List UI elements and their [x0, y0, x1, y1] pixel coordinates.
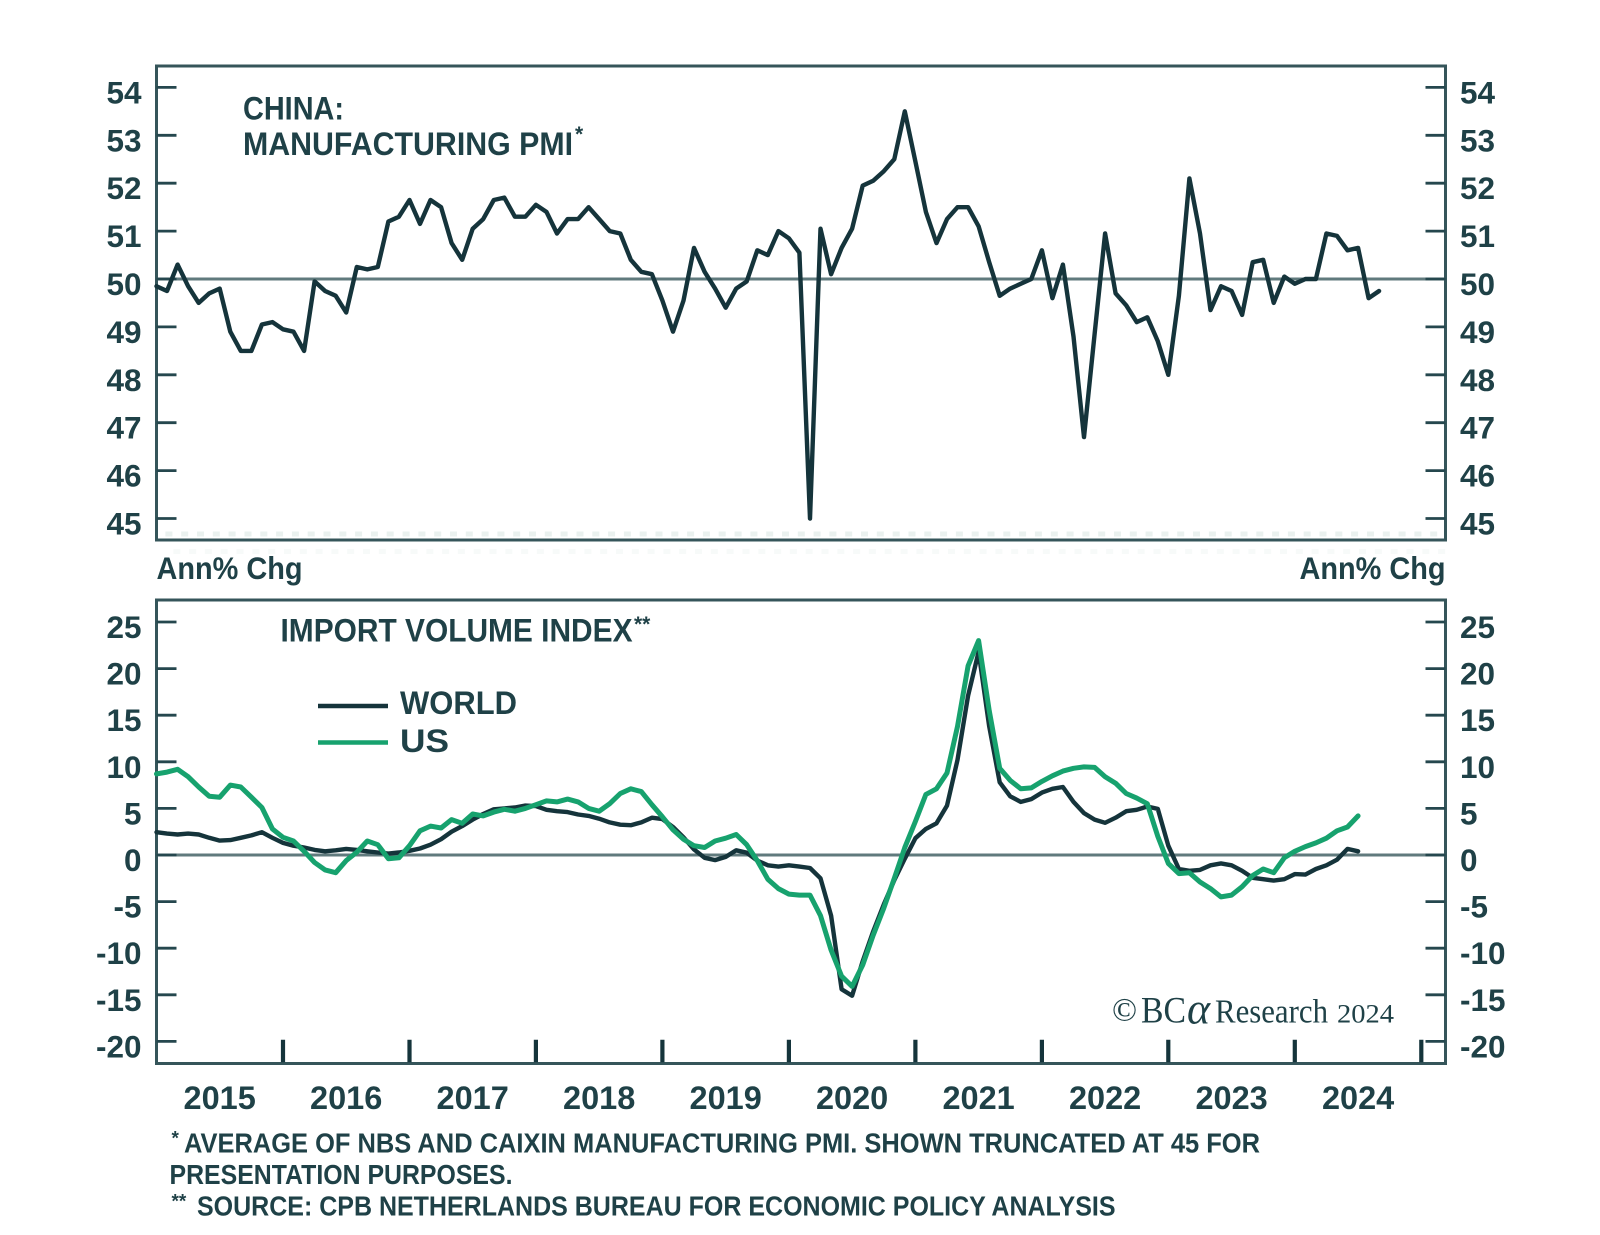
svg-text:48: 48 — [1460, 362, 1495, 398]
svg-text:51: 51 — [106, 218, 141, 254]
svg-text:10: 10 — [106, 749, 141, 785]
svg-text:0: 0 — [1460, 842, 1478, 878]
svg-text:50: 50 — [106, 266, 141, 302]
svg-text:2018: 2018 — [563, 1080, 635, 1116]
svg-text:WORLD: WORLD — [400, 685, 517, 721]
svg-text:MANUFACTURING PMI: MANUFACTURING PMI — [243, 126, 573, 162]
svg-text:2015: 2015 — [184, 1080, 256, 1116]
svg-text:2019: 2019 — [690, 1080, 762, 1116]
svg-text:52: 52 — [1460, 170, 1495, 206]
svg-text:BC: BC — [1141, 991, 1186, 1032]
svg-text:*: * — [575, 123, 584, 146]
svg-text:2024: 2024 — [1322, 1080, 1394, 1116]
svg-text:49: 49 — [1460, 314, 1495, 350]
svg-text:©: © — [1112, 993, 1137, 1029]
svg-text:SOURCE: CPB NETHERLANDS BUREAU: SOURCE: CPB NETHERLANDS BUREAU FOR ECONO… — [197, 1190, 1116, 1221]
svg-text:-15: -15 — [96, 982, 142, 1018]
svg-text:54: 54 — [1460, 74, 1496, 110]
svg-text:52: 52 — [106, 170, 141, 206]
svg-text:-20: -20 — [1460, 1028, 1506, 1064]
svg-text:**: ** — [634, 613, 651, 636]
svg-text:20: 20 — [106, 656, 141, 692]
svg-text:53: 53 — [106, 122, 141, 158]
svg-text:2020: 2020 — [816, 1080, 888, 1116]
svg-text:10: 10 — [1460, 749, 1495, 785]
svg-text:51: 51 — [1460, 218, 1495, 254]
svg-text:47: 47 — [1460, 410, 1495, 446]
svg-text:45: 45 — [1460, 506, 1495, 542]
svg-text:α: α — [1187, 985, 1211, 1034]
svg-text:-10: -10 — [96, 935, 142, 971]
svg-text:AVERAGE OF NBS AND CAIXIN MANU: AVERAGE OF NBS AND CAIXIN MANUFACTURING … — [184, 1127, 1260, 1158]
svg-text:Research: Research — [1215, 994, 1328, 1031]
svg-text:-10: -10 — [1460, 935, 1506, 971]
svg-text:2024: 2024 — [1337, 1000, 1394, 1029]
svg-text:2022: 2022 — [1069, 1080, 1141, 1116]
svg-text:54: 54 — [106, 74, 142, 110]
svg-text:15: 15 — [106, 702, 141, 738]
svg-text:5: 5 — [1460, 795, 1478, 831]
svg-text:-20: -20 — [96, 1028, 142, 1064]
svg-text:IMPORT VOLUME INDEX: IMPORT VOLUME INDEX — [281, 613, 634, 649]
svg-text:20: 20 — [1460, 656, 1495, 692]
svg-text:2016: 2016 — [310, 1080, 382, 1116]
svg-text:US: US — [400, 723, 449, 759]
svg-text:-15: -15 — [1460, 982, 1506, 1018]
svg-text:Ann% Chg: Ann% Chg — [157, 550, 303, 586]
svg-text:46: 46 — [1460, 458, 1495, 494]
svg-text:PRESENTATION PURPOSES.: PRESENTATION PURPOSES. — [170, 1159, 513, 1190]
svg-text:2023: 2023 — [1195, 1080, 1267, 1116]
svg-text:48: 48 — [106, 362, 141, 398]
svg-text:-5: -5 — [1460, 889, 1488, 925]
svg-text:2021: 2021 — [942, 1080, 1014, 1116]
svg-text:-5: -5 — [113, 889, 141, 925]
svg-text:Ann% Chg: Ann% Chg — [1300, 550, 1446, 586]
svg-text:2017: 2017 — [437, 1080, 509, 1116]
svg-text:46: 46 — [106, 458, 141, 494]
svg-text:*: * — [172, 1129, 180, 1150]
svg-text:49: 49 — [106, 314, 141, 350]
svg-text:**: ** — [172, 1192, 187, 1213]
svg-text:15: 15 — [1460, 702, 1495, 738]
svg-text:0: 0 — [124, 842, 142, 878]
svg-text:53: 53 — [1460, 122, 1495, 158]
svg-text:50: 50 — [1460, 266, 1495, 302]
svg-text:45: 45 — [106, 506, 141, 542]
svg-text:CHINA:: CHINA: — [243, 90, 344, 126]
svg-text:25: 25 — [1460, 609, 1495, 645]
svg-text:25: 25 — [106, 609, 141, 645]
svg-text:5: 5 — [124, 795, 142, 831]
svg-text:47: 47 — [106, 410, 141, 446]
